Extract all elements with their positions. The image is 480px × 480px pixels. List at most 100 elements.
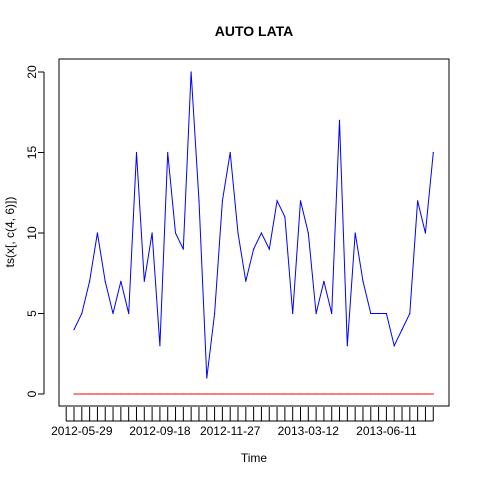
data-point: [120, 280, 122, 282]
data-point: [385, 312, 387, 315]
data-point: [362, 280, 364, 282]
series-line-1: [73, 71, 434, 378]
data-point: [424, 393, 427, 395]
data-point: [128, 312, 130, 315]
data-point: [237, 232, 239, 234]
data-point: [315, 312, 317, 315]
data-point: [323, 393, 325, 395]
data-point: [104, 393, 106, 395]
data-point: [276, 393, 278, 395]
y-tick-label: 0: [25, 390, 39, 397]
data-point: [198, 200, 200, 202]
data-point: [143, 393, 145, 395]
data-point: [307, 232, 309, 234]
data-point: [96, 232, 99, 234]
data-point: [284, 393, 286, 395]
data-point: [323, 280, 325, 282]
data-point: [276, 200, 278, 202]
data-point: [167, 393, 169, 395]
data-point: [151, 393, 153, 395]
data-point: [401, 329, 403, 331]
chart-title: AUTO LATA: [215, 23, 294, 39]
data-point: [221, 393, 223, 395]
data-point: [432, 151, 434, 154]
y-tick-label: 5: [25, 310, 39, 317]
data-point: [190, 393, 192, 395]
x-tick-label: 2012-09-18: [129, 424, 191, 438]
data-point: [73, 329, 75, 331]
x-tick-label: 2012-11-27: [200, 424, 261, 438]
data-point: [393, 393, 395, 395]
y-axis-label: ts(x[, c(4, 6)]): [3, 197, 17, 268]
data-point: [89, 280, 91, 282]
data-point: [182, 393, 184, 395]
data-point: [338, 119, 341, 121]
data-point: [417, 200, 419, 202]
plot-frame: [58, 58, 450, 407]
data-point: [135, 151, 138, 154]
data-point: [409, 393, 411, 395]
data-point: [245, 393, 247, 395]
data-point: [307, 393, 309, 395]
data-point: [260, 232, 263, 234]
x-tick-label: 2012-05-29: [51, 424, 113, 438]
data-point: [370, 393, 372, 395]
data-point: [401, 393, 403, 395]
data-point: [424, 232, 427, 234]
data-point: [268, 393, 270, 395]
x-tick-label: 2013-06-11: [356, 424, 417, 438]
data-point: [143, 280, 145, 282]
data-point: [128, 393, 130, 395]
data-point: [354, 393, 356, 395]
data-point: [159, 345, 161, 347]
data-point: [292, 393, 294, 395]
data-point: [346, 345, 348, 347]
data-point: [120, 393, 122, 395]
x-tick-label: 2013-03-12: [278, 424, 340, 438]
data-point: [292, 312, 294, 315]
data-point: [370, 312, 372, 315]
x-axis-label: Time: [241, 451, 268, 465]
data-point: [167, 151, 169, 154]
series-layer: [73, 71, 434, 395]
data-point: [198, 393, 200, 395]
data-point: [253, 393, 255, 395]
data-point: [338, 393, 341, 395]
y-tick-label: 20: [25, 65, 39, 79]
data-point: [182, 248, 184, 250]
data-point: [89, 393, 91, 395]
data-point: [213, 393, 216, 395]
data-point: [229, 393, 231, 395]
data-point: [346, 393, 348, 395]
data-point: [377, 393, 380, 395]
x-axis: 2012-05-29 2012-09-18 2012-11-27 2013-03-12…: [51, 407, 434, 438]
data-point: [206, 393, 208, 395]
data-point: [268, 248, 270, 250]
data-point: [190, 71, 192, 73]
data-point: [245, 280, 247, 282]
data-point: [432, 393, 434, 395]
data-point: [284, 216, 286, 218]
y-axis: 0 5 10 15 20: [25, 65, 45, 397]
data-point: [354, 232, 356, 234]
data-point: [135, 393, 138, 395]
data-point: [81, 312, 83, 315]
data-point: [299, 200, 302, 202]
data-point: [331, 312, 333, 315]
data-point: [237, 393, 239, 395]
data-point: [174, 232, 177, 234]
data-point: [331, 393, 333, 395]
data-point: [417, 393, 419, 395]
data-point: [112, 312, 114, 315]
data-point: [299, 393, 302, 395]
data-point: [104, 280, 106, 282]
data-point: [81, 393, 83, 395]
data-point: [315, 393, 317, 395]
y-tick-label: 10: [25, 226, 39, 240]
data-point: [260, 393, 263, 395]
data-point: [96, 393, 99, 395]
data-point: [151, 232, 153, 234]
data-point: [253, 248, 255, 250]
data-point: [362, 393, 364, 395]
